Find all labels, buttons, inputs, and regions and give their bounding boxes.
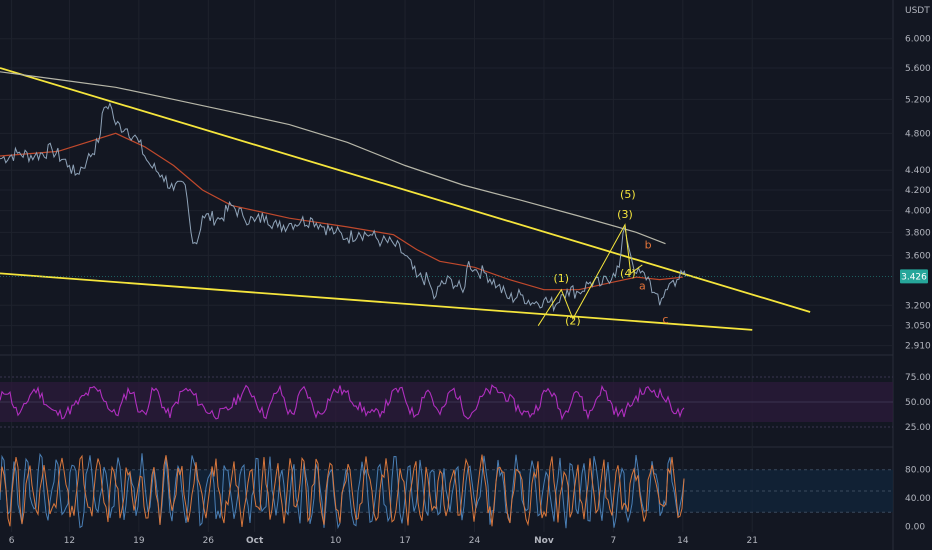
time-tick-label: Nov <box>534 536 554 546</box>
wave-label[interactable]: (4) <box>620 267 636 280</box>
price-tick-label: 3.050 <box>905 322 931 332</box>
price-tick-label: 6.000 <box>905 35 931 45</box>
price-tick-label: 2.910 <box>905 342 931 352</box>
stochastic-d-line <box>0 454 685 528</box>
time-tick-label: 24 <box>469 536 481 546</box>
wave-label[interactable]: (5) <box>620 188 636 201</box>
chart-grid <box>0 0 894 550</box>
time-tick-label: 12 <box>64 536 75 546</box>
ema-long-line <box>0 71 666 245</box>
price-tick-label: 3.600 <box>905 251 931 261</box>
price-tick-label: 4.000 <box>905 207 931 217</box>
price-panel[interactable]: (1) (2) (3) (4) (5) a b c <box>0 67 893 331</box>
time-tick-label: 7 <box>611 536 617 546</box>
time-tick-label: 19 <box>133 536 145 546</box>
trendline[interactable] <box>0 67 811 313</box>
elliott-wave-path <box>537 223 643 326</box>
price-axis[interactable]: USDT 6.000 5.600 5.200 4.800 4.400 4.200 4.000 3… <box>900 6 931 532</box>
rsi-tick-label: 25.00 <box>905 423 931 433</box>
wave-label[interactable]: a <box>639 280 646 293</box>
stochastic-panel[interactable] <box>0 452 893 530</box>
current-price-badge <box>900 269 928 284</box>
rsi-tick-label: 75.00 <box>905 373 931 383</box>
ema-short-line <box>0 132 683 291</box>
price-tick-label: 4.200 <box>905 186 931 196</box>
wave-label[interactable]: (3) <box>617 208 633 221</box>
time-tick-label: 14 <box>677 536 689 546</box>
time-tick-label: 10 <box>330 536 342 546</box>
time-axis[interactable]: 6 12 19 26 Oct 10 17 24 Nov 7 14 21 <box>9 536 758 546</box>
price-tick-label: 4.800 <box>905 129 931 139</box>
price-tick-label: 3.800 <box>905 228 931 238</box>
stochastic-tick-label: 0.00 <box>905 522 925 532</box>
stochastic-tick-label: 80.00 <box>905 466 931 476</box>
time-tick-label: 17 <box>399 536 410 546</box>
wave-label[interactable]: b <box>645 238 652 251</box>
time-tick-label: 26 <box>203 536 215 546</box>
rsi-panel[interactable] <box>0 376 893 428</box>
price-tick-label: 3.200 <box>905 301 931 311</box>
stochastic-tick-label: 40.00 <box>905 494 931 504</box>
trendline[interactable] <box>0 272 753 331</box>
price-tick-label: 5.600 <box>905 64 931 74</box>
time-tick-label: 6 <box>9 536 15 546</box>
wave-label[interactable]: c <box>662 313 668 326</box>
current-price-label: 3.426 <box>901 272 927 282</box>
currency-label: USDT <box>905 6 930 16</box>
price-tick-label: 5.200 <box>905 95 931 105</box>
rsi-tick-label: 50.00 <box>905 398 931 408</box>
time-tick-label: 21 <box>747 536 758 546</box>
rsi-line <box>0 384 685 421</box>
price-line <box>0 102 687 313</box>
wave-label[interactable]: (2) <box>565 314 581 327</box>
time-tick-label: Oct <box>246 536 264 546</box>
wave-label[interactable]: (1) <box>554 272 570 285</box>
price-tick-label: 4.400 <box>905 166 931 176</box>
